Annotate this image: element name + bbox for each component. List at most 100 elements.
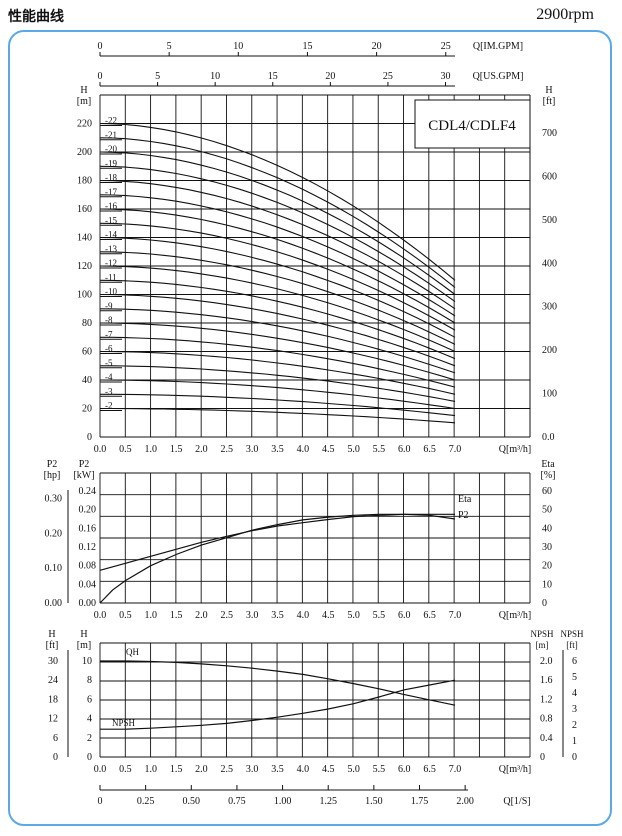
qh-x-tick: 6.0 — [398, 764, 411, 775]
head-x-unit: Q[m³/h] — [499, 444, 531, 455]
page-title: 性能曲线 — [8, 9, 64, 25]
power-kw-tick: 0.12 — [79, 542, 97, 553]
stage-curve-10 — [99, 293, 456, 367]
npsh-ft-unit: [ft] — [566, 640, 578, 650]
head-y-right-label: H — [545, 85, 552, 96]
head-y-left-tick: 160 — [77, 204, 92, 215]
qh-ft-tick: 0 — [53, 752, 58, 763]
power-eta-label: Eta — [541, 459, 555, 470]
stage-label-7: -7 — [105, 329, 113, 339]
head-x-tick: 2.5 — [221, 444, 234, 455]
ls-tick-label: 1.25 — [319, 796, 337, 807]
stage-label-12: -12 — [105, 258, 117, 268]
power-x-tick: 3.0 — [246, 610, 259, 621]
npsh-ft-tick: 5 — [572, 672, 577, 683]
head-x-tick: 7.0 — [449, 444, 462, 455]
stage-curve-22 — [99, 122, 456, 281]
stage-curve-13 — [99, 251, 456, 345]
power-hp-tick: 0.10 — [45, 563, 63, 574]
ls-tick-label: 2.00 — [456, 796, 474, 807]
qh-m-tick: 10 — [82, 656, 92, 667]
head-y-left-tick: 60 — [82, 347, 92, 358]
head-y-right-tick: 600 — [542, 171, 557, 182]
stage-curve-16 — [99, 208, 456, 324]
npsh-m-tick: 0 — [540, 752, 545, 763]
head-x-tick: 2.0 — [195, 444, 208, 455]
npsh-m-tick: 0.4 — [540, 733, 553, 744]
head-y-left-tick: 20 — [82, 404, 92, 415]
qh-ft-tick: 30 — [48, 656, 58, 667]
stage-label-22: -22 — [105, 116, 117, 126]
head-y-right-tick: 100 — [542, 389, 557, 400]
npsh-m-tick: 2.0 — [540, 656, 553, 667]
qh-ft-tick: 18 — [48, 694, 58, 705]
npsh-m-tick: 1.6 — [540, 675, 553, 686]
stage-curve-11 — [99, 279, 456, 360]
power-hp-label: P2 — [47, 459, 58, 470]
npsh-m-tick: 1.2 — [540, 694, 553, 705]
npsh-ft-tick: 4 — [572, 688, 577, 699]
qh-x-tick: 5.5 — [373, 764, 386, 775]
power-x-tick: 6.0 — [398, 610, 411, 621]
stage-curve-9 — [99, 308, 456, 374]
head-y-left-label: H — [80, 85, 87, 96]
us-gpm-unit: Q[US.GPM] — [473, 71, 524, 82]
power-kw-label: P2 — [79, 459, 90, 470]
head-x-tick: 6.0 — [398, 444, 411, 455]
us-gpm-tick-label: 5 — [155, 71, 160, 82]
head-y-right-unit: [ft] — [543, 96, 556, 107]
us-gpm-tick-label: 10 — [210, 71, 220, 82]
power-grid — [99, 472, 531, 604]
stage-label-13: -13 — [105, 244, 117, 254]
npsh-m-unit: [m] — [536, 640, 549, 650]
head-y-left-tick: 120 — [77, 261, 92, 272]
power-hp-tick: 0.30 — [45, 494, 63, 505]
us-gpm-tick-label: 15 — [268, 71, 278, 82]
qh-m-tick: 4 — [87, 714, 92, 725]
ls-tick-label: 0 — [98, 796, 103, 807]
imp-gpm-tick-label: 10 — [233, 41, 243, 52]
npsh-ft-tick: 6 — [572, 656, 577, 667]
head-x-tick: 5.5 — [373, 444, 386, 455]
stage-curve-7 — [100, 336, 456, 388]
qh-ft-tick: 24 — [48, 675, 58, 686]
power-kw-tick: 0.04 — [79, 579, 97, 590]
stage-label-2: -2 — [105, 401, 113, 411]
imp-gpm-unit: Q[IM.GPM] — [473, 41, 523, 52]
power-eta-tick: 40 — [542, 523, 552, 534]
npsh-ft-tick: 2 — [572, 720, 577, 731]
power-x-tick: 4.0 — [297, 610, 310, 621]
ls-tick-label: 1.75 — [411, 796, 429, 807]
head-y-left-tick: 180 — [77, 176, 92, 187]
head-x-tick: 0.0 — [94, 444, 107, 455]
head-y-right-tick: 500 — [542, 215, 557, 226]
p2-curve-label: P2 — [458, 510, 469, 521]
head-x-tick: 4.5 — [322, 444, 335, 455]
power-x-tick: 6.5 — [423, 610, 436, 621]
power-x-tick: 1.0 — [144, 610, 157, 621]
power-x-tick: 5.5 — [373, 610, 386, 621]
head-y-left-tick: 200 — [77, 147, 92, 158]
stage-label-5: -5 — [105, 358, 113, 368]
power-eta-tick: 60 — [542, 486, 552, 497]
ls-tick-label: 0.25 — [137, 796, 155, 807]
qh-m-tick: 0 — [87, 752, 92, 763]
imp-gpm-tick-label: 15 — [302, 41, 312, 52]
stage-label-11: -11 — [105, 272, 117, 282]
us-gpm-tick-label: 0 — [98, 71, 103, 82]
stage-label-4: -4 — [105, 372, 113, 382]
stage-curve-17 — [99, 194, 456, 317]
npsh-ft-tick: 3 — [572, 704, 577, 715]
power-kw-unit: [kW] — [73, 470, 94, 481]
stage-curve-18 — [99, 179, 456, 310]
power-eta-unit: [%] — [541, 470, 556, 481]
head-y-left-tick: 140 — [77, 233, 92, 244]
qh-x-unit: Q[m³/h] — [499, 764, 531, 775]
qh-x-tick: 7.0 — [449, 764, 462, 775]
stage-curve-5 — [100, 365, 456, 402]
power-kw-tick: 0.08 — [79, 561, 97, 572]
stage-curve-4 — [99, 379, 456, 410]
head-y-left-tick: 220 — [77, 119, 92, 130]
ls-unit: Q[1/S] — [503, 796, 530, 807]
power-eta-tick: 20 — [542, 561, 552, 572]
